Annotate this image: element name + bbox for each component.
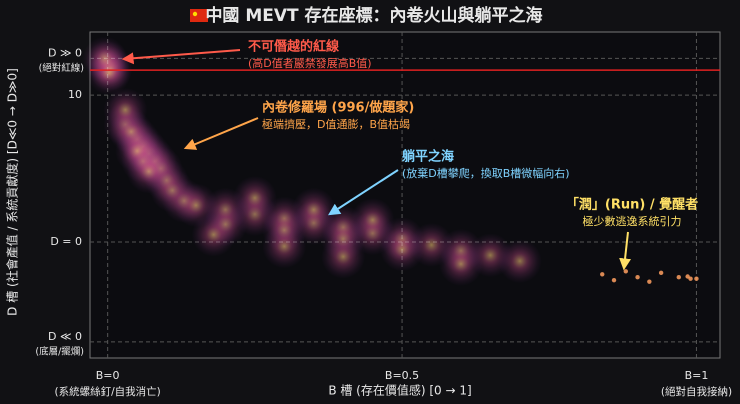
x-axis-label: B 槽 (存在價值感) [0 → 1] bbox=[328, 383, 471, 398]
annotation-arrow bbox=[183, 117, 259, 150]
annotation-title: 內卷修羅場 (996/做題家) bbox=[262, 100, 414, 116]
point bbox=[676, 275, 681, 280]
y-tick-label: 10 bbox=[68, 88, 82, 101]
point bbox=[86, 51, 131, 96]
flag bbox=[190, 9, 208, 22]
y-tick-sublabel: (底層/擺爛) bbox=[35, 345, 84, 357]
point bbox=[350, 197, 395, 242]
point bbox=[600, 272, 605, 277]
annotation-text: 極少數逃逸系統引力 bbox=[583, 214, 682, 228]
chart-title: 中國 MEVT 存在座標：內卷火山與躺平之海 bbox=[205, 5, 542, 26]
point bbox=[635, 275, 640, 280]
point bbox=[658, 270, 664, 276]
y-tick-label: D ≪ 0 bbox=[48, 330, 82, 343]
point bbox=[262, 224, 307, 269]
y-tick-label: D ≫ 0 bbox=[48, 46, 82, 59]
annotation-text: 極端擠壓，D值通膨，B值枯竭 bbox=[262, 117, 410, 131]
density-cloud bbox=[82, 36, 542, 287]
point bbox=[623, 269, 628, 274]
point bbox=[438, 242, 483, 287]
point bbox=[232, 175, 277, 220]
point bbox=[647, 279, 652, 284]
y-tick-sublabel: (絕對紅線) bbox=[39, 62, 84, 74]
y-tick-label: D = 0 bbox=[50, 235, 82, 248]
annotation-title: 躺平之海 bbox=[402, 149, 454, 165]
annotation-title: 「潤」(Run) / 覺醒者 bbox=[566, 197, 698, 213]
x-tick-label: B=1 bbox=[685, 369, 709, 382]
point bbox=[103, 87, 148, 132]
point bbox=[685, 274, 690, 279]
point bbox=[191, 212, 236, 257]
point bbox=[321, 234, 366, 279]
annotation-arrow bbox=[327, 169, 399, 216]
y-axis-label: D 槽 (社會產值 / 系統貢獻度) [D≪0 → D≫0] bbox=[5, 68, 20, 316]
annotation-arrow bbox=[619, 231, 632, 271]
annotation-arrow bbox=[121, 49, 241, 65]
annotation-text: (高D值者嚴禁發展高B值) bbox=[248, 56, 372, 70]
point bbox=[291, 187, 336, 232]
annotation-text: (放棄D槽攀爬，換取B槽微幅向右) bbox=[402, 166, 570, 180]
point bbox=[611, 277, 617, 283]
x-tick-label: B=0 bbox=[96, 369, 120, 382]
x-tick-label: B=0.5 bbox=[385, 369, 419, 382]
point bbox=[126, 149, 171, 194]
point bbox=[497, 239, 542, 284]
x-tick-sublabel: (絕對自我接納) bbox=[661, 385, 732, 398]
point bbox=[694, 276, 699, 281]
x-tick-sublabel: (系統螺絲釘/自我消亡) bbox=[55, 385, 161, 398]
annotation-title: 不可僭越的紅線 bbox=[248, 39, 340, 55]
point bbox=[380, 227, 425, 272]
